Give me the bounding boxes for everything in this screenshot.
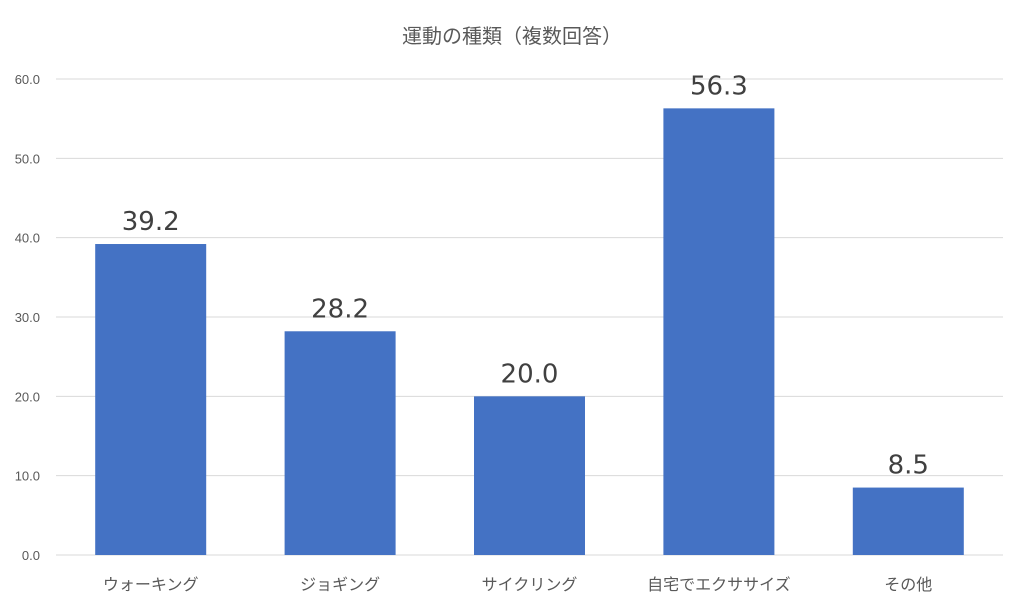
data-label: 8.5 bbox=[888, 451, 929, 481]
y-axis-ticks: 0.0 10.0 20.0 30.0 40.0 50.0 60.0 bbox=[15, 72, 40, 563]
data-label: 39.2 bbox=[122, 207, 180, 237]
bars bbox=[95, 108, 964, 555]
bar bbox=[663, 108, 775, 555]
y-tick-label: 10.0 bbox=[15, 469, 40, 484]
data-label: 56.3 bbox=[690, 71, 748, 101]
bar bbox=[95, 244, 207, 555]
x-axis-ticks: ウォーキング ジョギング サイクリング 自宅でエクササイズ その他 bbox=[103, 575, 932, 594]
bar bbox=[284, 331, 396, 555]
y-tick-label: 50.0 bbox=[15, 151, 40, 166]
bar bbox=[474, 396, 585, 555]
x-tick-label: その他 bbox=[884, 575, 932, 594]
x-tick-label: サイクリング bbox=[482, 575, 578, 594]
y-tick-label: 0.0 bbox=[22, 548, 40, 563]
x-tick-label: ウォーキング bbox=[103, 575, 199, 594]
chart-title: 運動の種類（複数回答） bbox=[402, 24, 622, 48]
bar bbox=[852, 487, 964, 555]
data-labels: 39.2 28.2 20.0 56.3 8.5 bbox=[122, 71, 929, 480]
y-tick-label: 60.0 bbox=[15, 72, 40, 87]
data-label: 20.0 bbox=[501, 359, 559, 389]
y-tick-label: 40.0 bbox=[15, 231, 40, 246]
x-tick-label: 自宅でエクササイズ bbox=[647, 575, 791, 594]
y-tick-label: 30.0 bbox=[15, 310, 40, 325]
y-tick-label: 20.0 bbox=[15, 389, 40, 404]
data-label: 28.2 bbox=[311, 294, 369, 324]
x-tick-label: ジョギング bbox=[300, 575, 380, 594]
